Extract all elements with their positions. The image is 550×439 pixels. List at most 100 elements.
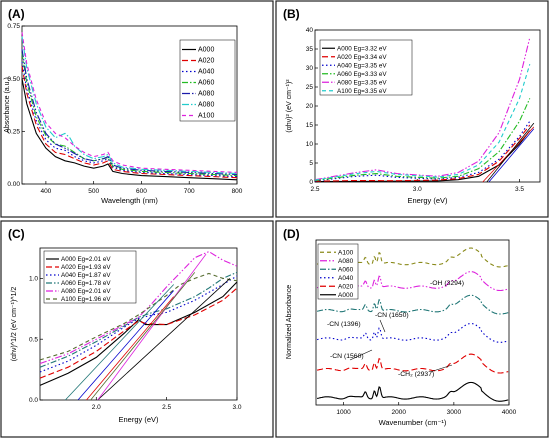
legend-label: A060 [338, 266, 354, 273]
peak-annotation: -CH₂ (2937) [398, 371, 434, 378]
legend-label: A000 Eg=2.01 eV [61, 256, 111, 263]
series-line [39, 271, 238, 368]
legend-label: A080 Eg=2.01 eV [61, 288, 111, 295]
x-tick-label: 500 [88, 188, 99, 195]
x-tick-label: 2000 [391, 409, 406, 416]
panel-d-frame [275, 220, 549, 438]
legend-box [319, 39, 413, 96]
series-line [317, 247, 509, 268]
series-line [39, 272, 238, 361]
legend-label: A080 [338, 258, 354, 265]
tangent-line [86, 296, 174, 401]
legend-label: A080 [198, 102, 214, 109]
x-tick-label: 4000 [502, 409, 517, 416]
x-tick-label: 2.0 [92, 404, 101, 411]
annotation-arrow [429, 364, 453, 373]
series-line [21, 49, 238, 176]
legend-label: A020 Eg=3.34 eV [337, 54, 387, 61]
y-tick-label: 20 [306, 103, 314, 110]
x-tick-label: 2.5 [310, 186, 319, 193]
series-line [314, 124, 531, 182]
legend-label: A040 Eg=1.87 eV [61, 272, 111, 279]
panel-c-chart: 2.0 2.5 3.0 0.0 0.5 1.0 Energy (eV) (αhν)^1/2 (… [11, 247, 242, 424]
panel-b-frame [275, 0, 549, 218]
legend-label: A040 [198, 69, 214, 76]
y-axis-label: Absorbance (a.u.) [4, 77, 11, 133]
legend-label: A020 Eg=1.93 eV [61, 264, 111, 271]
legend-box [179, 39, 236, 122]
series-line [21, 53, 238, 177]
y-tick-label: 25 [306, 84, 314, 91]
series-line [21, 36, 238, 175]
x-tick-label: 3.0 [413, 186, 422, 193]
y-axis-label: Normalized Absorbance [286, 285, 293, 359]
series-line [39, 275, 238, 373]
panel-d-chart: 1000 2000 3000 4000 Wavenumber (cm⁻¹) Normali… [286, 239, 517, 427]
panel-a-chart: 400 500 600 700 800 0.00 0.25 0.50 0.75 Wavelengt… [4, 23, 243, 205]
series-line [316, 353, 509, 374]
tangent-line [486, 122, 535, 183]
x-tick-label: 1000 [336, 409, 351, 416]
y-tick-label: 30 [306, 65, 314, 72]
y-tick-label: 0.00 [7, 181, 20, 188]
legend-label: A060 Eg=1.78 eV [61, 280, 111, 287]
y-tick-label: 0.0 [29, 397, 38, 404]
legend-label: A000 [338, 292, 354, 299]
panel-label-b: (B) [283, 7, 300, 21]
y-tick-label: 0 [309, 179, 313, 186]
y-tick-label: 0.50 [7, 76, 20, 83]
series-line [21, 65, 238, 179]
x-tick-label: 700 [184, 188, 195, 195]
panel-a-frame [0, 0, 274, 218]
panel-label-a: (A) [8, 7, 25, 21]
series-line [314, 98, 531, 182]
tangent-line [97, 253, 207, 401]
tangent-line [97, 278, 231, 401]
x-axis-label: Wavelength (nm) [101, 196, 158, 205]
series-line [314, 130, 531, 183]
plot-area [21, 25, 238, 185]
panel-b-chart: 2.5 3.0 3.5 0 5 10 15 20 25 30 35 40 Energy (eV) (αhν… [286, 27, 541, 205]
series-line [21, 78, 238, 181]
series-line [39, 250, 238, 365]
y-axis-label: (αhν)² (eV cm⁻¹)² [286, 79, 293, 133]
tangent-line [90, 272, 196, 401]
y-tick-label: 15 [306, 122, 314, 129]
x-tick-label: 3000 [447, 409, 462, 416]
legend-label: A040 [338, 275, 354, 282]
x-tick-label: 2.5 [162, 404, 171, 411]
x-tick-label: 400 [40, 188, 51, 195]
legend-label: A080 Eg=3.35 eV [337, 79, 387, 86]
tangent-line [488, 128, 535, 183]
tangent-line [77, 290, 174, 401]
panel-label-d: (D) [283, 227, 300, 241]
tangent-line [65, 284, 174, 401]
y-tick-label: 40 [306, 27, 314, 34]
y-axis-label: (αhν)^1/2 (eV cm⁻¹)^1/2 [11, 287, 18, 362]
series-line [314, 120, 531, 182]
x-axis-label: Wavenumber (cm⁻¹) [379, 418, 447, 427]
tangent-line [482, 126, 535, 183]
y-tick-label: 10 [306, 141, 314, 148]
legend-label: A060 [198, 80, 214, 87]
legend-label: A000 [198, 47, 214, 54]
legend-label: A040 Eg=3.35 eV [337, 62, 387, 69]
series-line [316, 294, 509, 315]
x-tick-label: 800 [232, 188, 243, 195]
x-tick-label: 600 [136, 188, 147, 195]
y-tick-label: 0.25 [7, 129, 20, 136]
plot-area [315, 239, 510, 406]
x-tick-label: 3.5 [515, 186, 524, 193]
legend-label: A100 Eg=3.35 eV [337, 88, 387, 95]
legend-box [317, 243, 359, 300]
y-tick-label: 5 [309, 160, 313, 167]
peak-annotation: -CN (1560) [330, 353, 364, 360]
panel-c-frame [0, 220, 274, 438]
annotation-arrow [349, 349, 373, 361]
legend-label: A020 [338, 283, 354, 290]
y-tick-label: 1.0 [29, 276, 38, 283]
panel-label-c: (C) [8, 227, 25, 241]
x-axis-label: Energy (eV) [407, 196, 448, 205]
peak-annotation: -CN (1396) [327, 321, 361, 328]
